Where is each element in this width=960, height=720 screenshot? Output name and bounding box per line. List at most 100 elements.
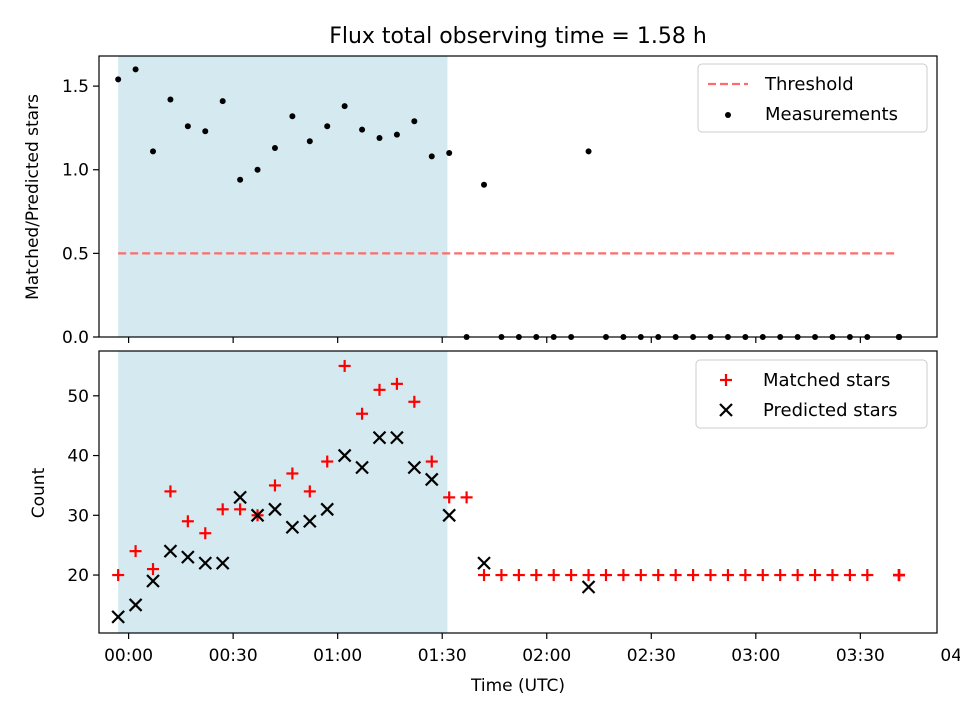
matched-star-point [338, 359, 351, 372]
y-tick-label: 30 [67, 506, 89, 526]
top-y-axis-ticks: 0.0 0.5 1.0 1.5 [62, 77, 99, 348]
y-tick-label: 0.5 [62, 244, 89, 264]
legend-box [695, 359, 928, 429]
measurement-point [184, 123, 191, 130]
predicted-star-point [233, 490, 247, 505]
measurement-point [237, 176, 244, 183]
figure-title: Flux total observing time = 1.58 h [329, 24, 707, 49]
matched-star-point [861, 569, 874, 582]
matched-star-point [234, 503, 247, 516]
predicted-star-point [268, 502, 282, 517]
measurement-point [428, 153, 435, 160]
matched-star-point [739, 569, 752, 582]
matched-star-point [617, 569, 630, 582]
measurement-point [132, 66, 139, 73]
top-panel: 0.0 0.5 1.0 1.5 Matched/Predicted stars Thr… [23, 55, 938, 348]
predicted-star-point [163, 544, 178, 558]
predicted-star-point [320, 502, 335, 517]
y-tick-label: 1.0 [62, 161, 89, 181]
matched-star-point [565, 569, 578, 582]
matched-star-point [547, 569, 560, 582]
matched-star-point [408, 395, 421, 408]
predicted-star-point [372, 430, 387, 445]
matched-star-point [843, 569, 856, 582]
predicted-star-point [128, 598, 143, 612]
x-tick-label: 01:30 [418, 646, 467, 666]
measurement-point [271, 144, 278, 151]
matched-star-point [443, 491, 456, 504]
measurement-point [411, 118, 418, 125]
measurement-point [254, 166, 261, 173]
measurement-point [481, 181, 488, 188]
measurement-point [359, 126, 366, 133]
matched-star-point [582, 569, 595, 582]
matched-star-point [390, 377, 403, 390]
top-shaded-region [118, 56, 448, 337]
measurement-point [446, 150, 453, 157]
count-points [111, 359, 905, 624]
matched-star-point [164, 485, 177, 498]
x-tick-label: 00:30 [209, 646, 258, 666]
matched-star-point [774, 569, 787, 582]
predicted-star-point [111, 610, 125, 624]
predicted-star-point [146, 574, 160, 588]
predicted-star-point [337, 448, 352, 463]
matched-star-point [634, 569, 647, 582]
matched-star-point [704, 569, 717, 582]
predicted-star-point [250, 508, 265, 523]
matched-star-point [216, 503, 229, 516]
matched-star-point [181, 515, 194, 528]
top-x-axis-ticks [128, 337, 861, 343]
predicted-star-point [198, 556, 213, 570]
matched-star-point [791, 569, 804, 582]
matched-star-point [721, 569, 734, 582]
top-y-axis-label: Matched/Predicted stars [23, 94, 43, 300]
x-tick-label: 01:00 [313, 646, 362, 666]
predicted-star-point [477, 556, 491, 570]
predicted-star-point [355, 460, 369, 475]
bottom-axes-frame [98, 350, 938, 634]
matched-star-point [809, 569, 822, 582]
top-axes-frame [98, 55, 938, 338]
matched-star-point [460, 491, 473, 504]
x-tick-label: 03:30 [836, 646, 885, 666]
matched-star-point [893, 569, 905, 582]
matched-star-point [826, 569, 839, 582]
matched-star-point [373, 383, 386, 396]
predicted-star-point [424, 472, 439, 487]
predicted-star-point [285, 520, 300, 535]
measurement-point [324, 123, 331, 130]
legend-measurement-swatch [725, 112, 731, 118]
y-tick-label: 50 [67, 387, 89, 407]
x-tick-label: 04:00 [940, 646, 960, 666]
y-tick-label: 20 [67, 566, 89, 586]
bottom-x-axis-ticks: 00:00 00:30 01:00 01:30 02:00 02:30 03:00 03:30… [104, 633, 960, 666]
x-tick-label: 02:30 [627, 646, 676, 666]
predicted-star-point [215, 556, 230, 570]
measurement-point [376, 134, 383, 141]
legend-matched-swatch [720, 374, 732, 386]
measurement-point [306, 138, 313, 145]
x-tick-label: 02:00 [522, 646, 571, 666]
bottom-y-axis-label: Count [29, 467, 49, 518]
matched-star-point [112, 569, 125, 582]
y-tick-label: 40 [67, 447, 89, 467]
legend-box [697, 63, 928, 133]
predicted-star-point [581, 580, 596, 594]
matched-star-point [756, 569, 769, 582]
measurement-point [219, 98, 226, 105]
matched-star-point [530, 569, 543, 582]
bottom-legend: Matched stars Predicted stars [695, 359, 928, 429]
matched-star-point [425, 455, 438, 468]
matched-star-point [478, 569, 491, 582]
matched-star-point [512, 569, 525, 582]
legend-matched-label: Matched stars [763, 370, 890, 391]
matched-star-point [129, 545, 142, 558]
measurement-point [150, 148, 157, 155]
predicted-star-point [407, 460, 422, 475]
measurement-point [289, 113, 296, 120]
matched-star-point [669, 569, 682, 582]
predicted-star-point [442, 508, 456, 523]
